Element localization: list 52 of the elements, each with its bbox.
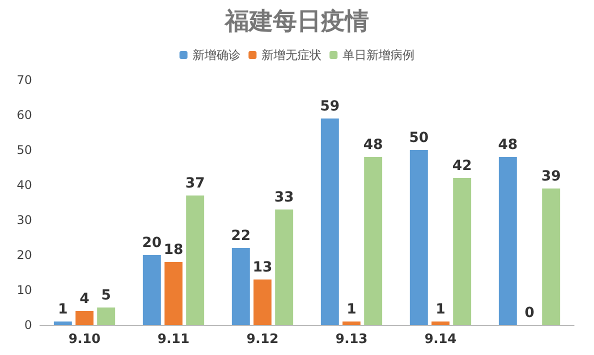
- data-label: 50: [409, 130, 429, 146]
- chart-title: 福建每日疫情: [224, 7, 369, 35]
- bar: [364, 157, 382, 325]
- data-label: 4: [80, 291, 90, 307]
- bar: [410, 150, 428, 325]
- x-tick-label: 9.11: [157, 332, 190, 347]
- data-label: 42: [452, 158, 472, 174]
- bar: [275, 210, 294, 325]
- data-label: 13: [252, 260, 272, 276]
- bar: [142, 255, 161, 325]
- y-tick-label: 30: [16, 213, 32, 227]
- data-label: 0: [524, 305, 535, 321]
- bar: [232, 248, 250, 325]
- y-tick-label: 40: [16, 178, 32, 192]
- data-label: 5: [101, 288, 111, 304]
- bar: [453, 178, 472, 325]
- x-tick-label: 9.14: [424, 332, 457, 347]
- x-tick-label: 9.13: [335, 332, 368, 347]
- bar: [342, 322, 360, 325]
- legend-label: 单日新增病例: [342, 48, 414, 62]
- bar: [97, 308, 116, 325]
- y-tick-label: 70: [16, 73, 32, 87]
- bar: [254, 280, 272, 325]
- bar: [542, 188, 560, 325]
- x-tick-label: 9.12: [246, 332, 279, 347]
- bar: [320, 118, 339, 325]
- data-label: 48: [363, 137, 383, 153]
- y-tick-label: 10: [16, 283, 32, 297]
- bar: [186, 196, 204, 325]
- data-label: 39: [541, 168, 561, 184]
- legend-label: 新增无症状: [262, 48, 322, 62]
- legend-label: 新增确诊: [192, 48, 240, 62]
- y-tick-label: 0: [24, 318, 32, 332]
- data-label: 59: [320, 98, 340, 114]
- data-label: 22: [231, 228, 251, 244]
- data-label: 33: [274, 190, 294, 206]
- x-tick-label: 9.10: [68, 332, 101, 347]
- y-tick-label: 50: [16, 143, 32, 157]
- bar: [432, 322, 450, 325]
- bar: [54, 322, 72, 325]
- data-label: 20: [142, 235, 162, 251]
- y-tick-label: 60: [16, 108, 32, 122]
- y-tick-label: 20: [16, 248, 32, 262]
- data-label: 37: [185, 176, 205, 192]
- data-label: 18: [164, 242, 184, 258]
- data-label: 1: [58, 302, 68, 318]
- bar: [498, 157, 517, 325]
- bar: [76, 311, 94, 325]
- data-label: 1: [436, 302, 446, 318]
- bar: [164, 262, 182, 325]
- data-label: 1: [346, 302, 356, 318]
- data-label: 48: [498, 137, 518, 153]
